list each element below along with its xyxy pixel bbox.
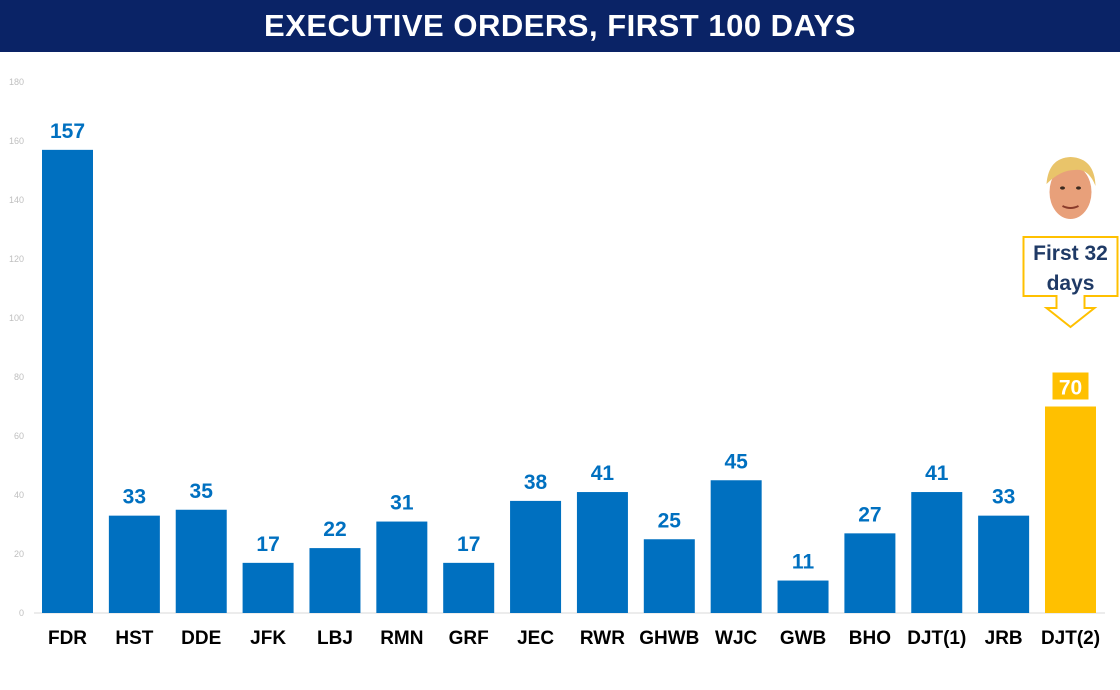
x-tick-label: DDE [181,628,221,649]
x-tick-label: GWB [780,628,826,649]
bar [1045,406,1096,613]
callout-text: days [1047,272,1095,295]
bar [643,539,695,613]
bar [576,492,628,613]
y-tick-label: 140 [9,195,24,205]
y-tick-label: 80 [14,372,24,382]
callout-arrow [1022,236,1119,329]
data-label: 33 [992,486,1015,509]
bar [309,548,361,613]
x-tick-label: GRF [449,628,489,649]
data-label: 31 [390,492,414,515]
data-label: 33 [123,486,146,509]
y-tick-label: 20 [14,549,24,559]
bar [443,562,495,613]
bar [510,500,562,613]
bar [978,515,1030,613]
y-tick-label: 40 [14,490,24,500]
data-label: 27 [858,503,881,526]
x-tick-label: DJT(2) [1041,628,1100,649]
x-tick-label: RWR [580,628,625,649]
x-tick-label: JRB [985,628,1023,649]
portrait-face-icon [1049,165,1092,219]
portrait-eye-icon [1076,186,1081,190]
portrait-mouth-icon [1062,205,1079,209]
data-label: 41 [591,462,615,485]
data-label: 22 [323,518,346,541]
x-tick-label: DJT(1) [907,628,966,649]
y-tick-label: 60 [14,431,24,441]
data-label: 45 [724,450,748,473]
bar [108,515,160,613]
callout-text: First 32 [1033,242,1108,265]
data-label: 17 [256,533,279,556]
data-label: 157 [50,120,85,143]
bar [710,480,762,613]
data-label: 35 [190,480,214,503]
bar [911,492,963,613]
x-tick-label: HST [115,628,153,649]
x-tick-label: LBJ [317,628,353,649]
bar [777,580,829,613]
data-label: 25 [658,509,682,532]
data-label: 11 [792,551,815,574]
data-label: 70 [1059,377,1082,400]
chart-title: EXECUTIVE ORDERS, FIRST 100 DAYS [264,8,856,43]
bar [42,149,93,613]
y-tick-label: 160 [9,136,24,146]
portrait-hair-icon [1046,157,1096,186]
bar [376,521,428,613]
y-tick-label: 120 [9,254,24,264]
y-tick-label: 100 [9,313,24,323]
title-bar: EXECUTIVE ORDERS, FIRST 100 DAYS [0,0,1120,52]
bar [242,562,294,613]
data-label-badge [1052,372,1089,400]
y-tick-label: 0 [19,608,24,618]
x-tick-label: GHWB [639,628,699,649]
x-tick-label: JEC [517,628,554,649]
data-label: 17 [457,533,480,556]
x-tick-label: RMN [380,628,423,649]
x-tick-label: JFK [250,628,286,649]
x-tick-label: BHO [849,628,891,649]
y-tick-label: 180 [9,77,24,87]
portrait-eye-icon [1060,186,1065,190]
x-tick-label: FDR [48,628,87,649]
data-label: 38 [524,471,548,494]
bar [844,533,896,613]
bar [175,509,227,613]
data-label: 41 [925,462,949,485]
x-tick-label: WJC [715,628,758,649]
